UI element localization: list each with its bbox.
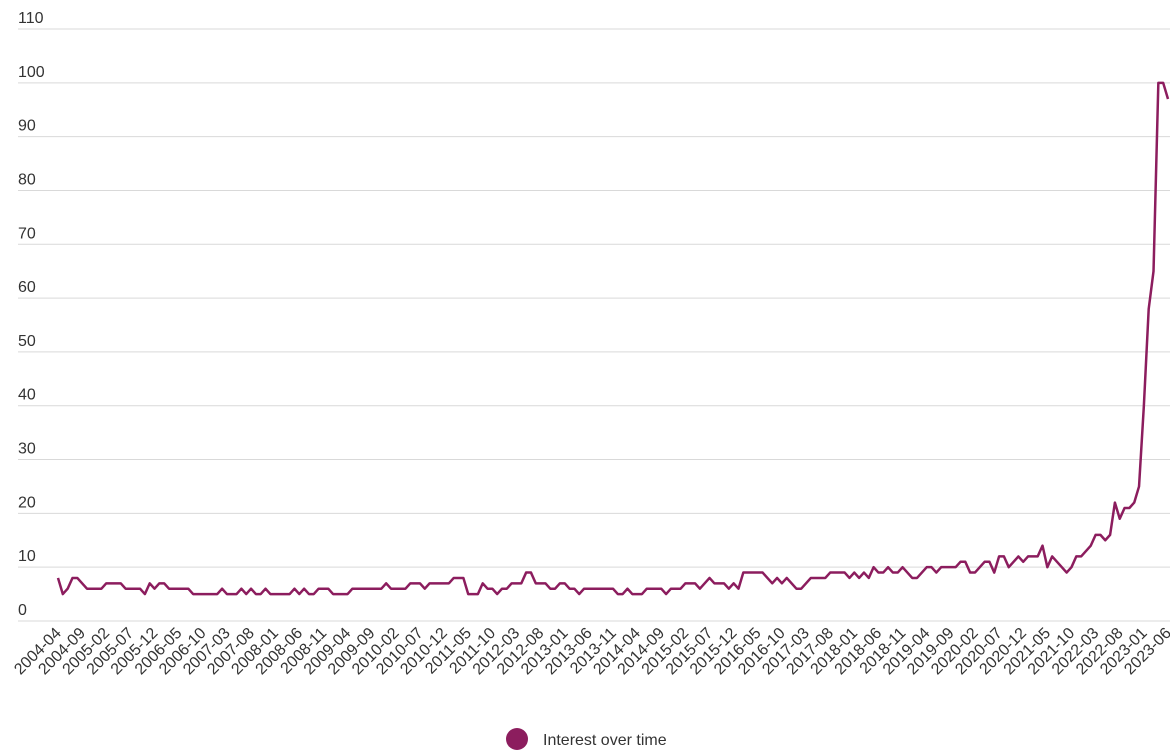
data-line xyxy=(56,81,1170,596)
y-tick-label: 90 xyxy=(18,118,36,135)
y-tick-label: 50 xyxy=(18,333,36,350)
y-tick-label: 60 xyxy=(18,279,36,296)
y-tick-label: 110 xyxy=(18,10,44,27)
legend-label: Interest over time xyxy=(543,732,667,749)
y-tick-label: 10 xyxy=(18,548,36,565)
legend-marker xyxy=(506,728,528,750)
y-tick-label: 30 xyxy=(18,441,36,458)
y-tick-label: 80 xyxy=(18,171,36,188)
y-tick-label: 100 xyxy=(18,64,45,81)
y-tick-label: 0 xyxy=(18,602,27,619)
y-tick-label: 70 xyxy=(18,225,36,242)
y-tick-label: 40 xyxy=(18,387,36,404)
y-tick-label: 20 xyxy=(18,494,36,511)
